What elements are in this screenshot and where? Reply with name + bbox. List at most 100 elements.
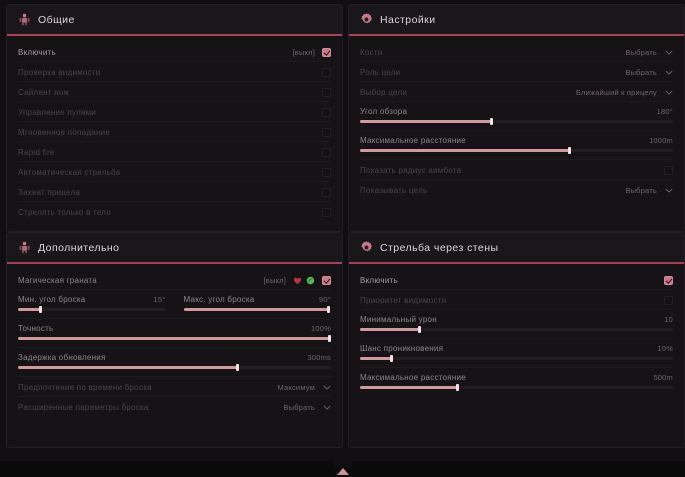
slider-knob[interactable] (326, 306, 330, 313)
chevron-down-icon (323, 385, 331, 390)
slider-fill (360, 328, 420, 331)
panel-wallbang-header: Стрельба через стены (349, 233, 684, 264)
row-visibility-priority[interactable]: Приоритет видимости (360, 290, 673, 310)
slider-value: 100% (311, 324, 331, 333)
slider-track[interactable] (360, 384, 673, 391)
slider-fill (360, 120, 492, 123)
row-label: Включить (360, 275, 398, 285)
chevron-down-icon (665, 50, 673, 55)
slider-accuracy[interactable]: Точность 100% (18, 319, 331, 348)
checkbox-bullet-control[interactable] (322, 107, 331, 117)
panel-advanced: Дополнительно Магическая граната [выкл] (6, 232, 343, 448)
slider-knob[interactable] (568, 147, 572, 154)
checkbox-silent-knife[interactable] (322, 87, 331, 97)
row-label: Выбор цели (360, 87, 408, 97)
row-aim-lock[interactable]: Захват прицела (18, 182, 331, 202)
slider-fov[interactable]: Угол обзора 180° (360, 102, 673, 131)
row-target-role[interactable]: Роль цели Выбрать (360, 62, 673, 82)
row-label: Стрелять только в тело (18, 208, 112, 217)
row-label: Включить (18, 47, 56, 57)
row-label: Захват прицела (18, 187, 81, 197)
slider-track[interactable] (18, 364, 331, 371)
slider-min-damage[interactable]: Минимальный урон 10 (360, 310, 673, 339)
slider-knob[interactable] (389, 355, 393, 362)
person-target-icon (19, 241, 30, 254)
slider-pair-throw-angle[interactable]: Мин. угол броска 15° Макс. угол броска 9… (18, 290, 331, 319)
dropdown-target-role[interactable]: Выбрать (625, 68, 673, 77)
slider-track[interactable] (18, 306, 166, 313)
slider-knob[interactable] (417, 326, 421, 333)
slider-track[interactable] (360, 355, 673, 362)
slider-knob[interactable] (38, 306, 42, 313)
dropdown-show-target[interactable]: Выбрать (625, 186, 673, 195)
checkbox-visibility-priority[interactable] (664, 295, 673, 305)
panel-advanced-body: Магическая граната [выкл] (7, 264, 342, 447)
checkbox-aim-lock[interactable] (322, 187, 331, 197)
row-visibility-check[interactable]: Проверка видимости (18, 62, 331, 82)
checkbox-auto-fire[interactable] (322, 167, 331, 177)
slider-max-throw-angle[interactable]: Макс. угол броска 90° (183, 295, 331, 313)
slider-track[interactable] (360, 147, 673, 154)
dropdown-target-selection[interactable]: Ближайший к прицелу (576, 88, 673, 97)
heart-icon[interactable] (293, 276, 302, 285)
dropdown-advanced-throw-params[interactable]: Выбрать (283, 403, 331, 412)
slider-track[interactable] (183, 306, 331, 313)
checkbox-rapid-fire[interactable] (322, 147, 331, 157)
row-advanced-throw-params[interactable]: Расширенные параметры броска Выбрать (18, 397, 331, 417)
slider-label: Задержка обновления (18, 353, 106, 362)
row-bullet-control[interactable]: Управление пулями (18, 102, 331, 122)
slider-track[interactable] (18, 335, 331, 342)
slider-value: 500m (653, 373, 673, 382)
slider-update-delay[interactable]: Задержка обновления 300ms (18, 348, 331, 377)
panel-general: Общие Включить [выкл] Проверка видимости… (6, 4, 343, 232)
slider-min-throw-angle[interactable]: Мин. угол броска 15° (18, 295, 166, 313)
slider-wallbang-max-distance[interactable]: Максимальное расстояние 500m (360, 368, 673, 396)
row-label: Автоматическая стрельба (18, 167, 121, 177)
dropdown-value: Выбрать (625, 67, 657, 77)
slider-penetration-chance[interactable]: Шанс проникновения 10% (360, 339, 673, 368)
row-bones[interactable]: Кости Выбрать (360, 42, 673, 62)
slider-knob[interactable] (455, 384, 459, 391)
row-wallbang-enable[interactable]: Включить (360, 270, 673, 290)
footer-notch (333, 458, 352, 468)
panel-settings-header: Настройки (349, 5, 684, 36)
dropdown-value: Ближайший к прицелу (575, 87, 657, 97)
checkbox-visibility-check[interactable] (322, 67, 331, 77)
checkbox-wallbang-enable[interactable] (664, 275, 673, 285)
checkbox-show-aimbot-radius[interactable] (664, 165, 673, 175)
checkbox-body-only[interactable] (322, 208, 331, 217)
leaf-icon[interactable] (306, 276, 315, 285)
slider-fill (360, 386, 458, 389)
panel-general-title: Общие (38, 13, 75, 26)
slider-knob[interactable] (489, 118, 493, 125)
checkbox-enable[interactable] (322, 47, 331, 57)
row-show-target[interactable]: Показывать цель Выбрать (360, 180, 673, 200)
chevron-down-icon (665, 70, 673, 75)
row-show-aimbot-radius[interactable]: Показать радиус аимбота (360, 160, 673, 180)
row-silent-knife[interactable]: Сайлент нож (18, 82, 331, 102)
slider-knob[interactable] (235, 364, 239, 371)
row-throw-time-preference[interactable]: Предпочтение по времени броска Максимум (18, 377, 331, 397)
slider-fill (18, 366, 238, 369)
row-instant-hit[interactable]: Мгновенное попадание (18, 122, 331, 142)
row-auto-fire[interactable]: Автоматическая стрельба (18, 162, 331, 182)
slider-value: 10% (657, 344, 673, 353)
slider-knob[interactable] (328, 335, 331, 342)
row-magic-grenade[interactable]: Магическая граната [выкл] (18, 270, 331, 290)
row-target-selection[interactable]: Выбор цели Ближайший к прицелу (360, 82, 673, 102)
panel-general-body: Включить [выкл] Проверка видимости Сайле… (7, 36, 342, 231)
checkbox-magic-grenade[interactable] (322, 275, 331, 285)
dropdown-bones[interactable]: Выбрать (625, 48, 673, 57)
triangle-up-icon[interactable] (336, 468, 349, 475)
dropdown-throw-time-preference[interactable]: Максимум (278, 383, 331, 392)
row-enable[interactable]: Включить [выкл] (18, 42, 331, 62)
row-rapid-fire[interactable]: Rapid fire (18, 142, 331, 162)
panel-wallbang-body: Включить Приоритет видимости Минимальный… (349, 264, 684, 447)
slider-max-distance[interactable]: Максимальное расстояние 1000m (360, 131, 673, 160)
panel-settings-title: Настройки (380, 13, 436, 26)
checkbox-instant-hit[interactable] (322, 127, 331, 137)
row-body-only[interactable]: Стрелять только в тело (18, 202, 331, 222)
slider-track[interactable] (360, 326, 673, 333)
grenade-icon-group[interactable] (293, 276, 315, 285)
slider-track[interactable] (360, 118, 673, 125)
